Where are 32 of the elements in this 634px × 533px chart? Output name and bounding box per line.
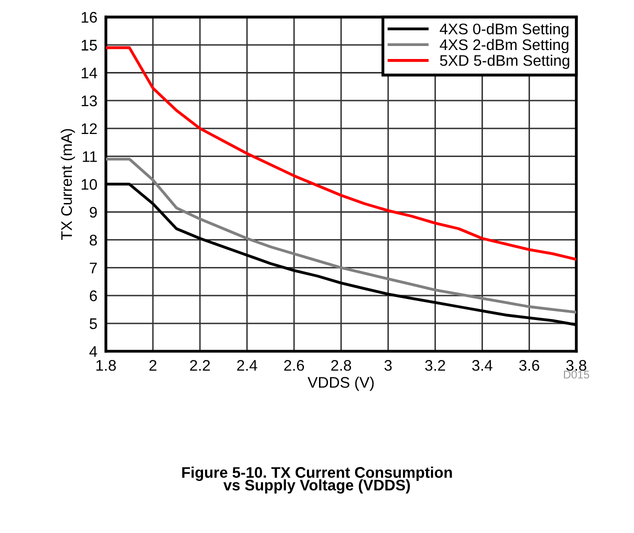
y-tick-label: 8 <box>90 234 97 246</box>
y-tick-label: 5 <box>90 318 97 330</box>
x-tick-label: 2 <box>149 360 156 371</box>
x-tick-label: 2.2 <box>190 360 210 371</box>
y-tick-label: 13 <box>82 95 97 106</box>
y-tick-label: 11 <box>82 151 97 162</box>
y-tick-label: 9 <box>90 206 97 218</box>
y-tick-label: 12 <box>82 123 97 134</box>
x-tick-label: 1.8 <box>96 360 116 371</box>
y-tick-label: 14 <box>82 68 98 78</box>
x-tick-label: 3 <box>384 360 392 371</box>
y-tick-label: 15 <box>82 40 97 51</box>
x-tick-label: 2.8 <box>331 360 352 371</box>
legend-label: 4XS 2-dBm Setting <box>440 38 568 54</box>
x-tick-label: 3.2 <box>425 360 446 371</box>
legend-label: 4XS 0-dBm Setting <box>440 23 568 38</box>
x-tick-label: 3.4 <box>472 360 492 371</box>
x-tick-label: 2.6 <box>284 360 304 371</box>
text: D015 <box>564 370 590 379</box>
y-tick-label: 10 <box>82 179 97 190</box>
y-axis-title: TX Current (mA) <box>60 129 75 240</box>
y-tick-label: 4 <box>89 346 98 357</box>
legend-label: 5XD 5-dBm Setting <box>440 54 570 69</box>
x-tick-label: 3.8 <box>566 360 586 371</box>
y-tick-label: 16 <box>82 12 97 23</box>
x-axis-title: VDDS (V) <box>308 376 374 391</box>
x-tick-label: 3.6 <box>519 360 540 371</box>
line-series <box>106 158 576 314</box>
y-tick-label: 7 <box>90 262 97 274</box>
y-tick-label: 6 <box>90 290 97 302</box>
x-tick-label: 2.4 <box>237 360 258 371</box>
text: Figure 5-10. TX Current Consumption vs Supply Voltage (VDDS) <box>182 466 452 494</box>
